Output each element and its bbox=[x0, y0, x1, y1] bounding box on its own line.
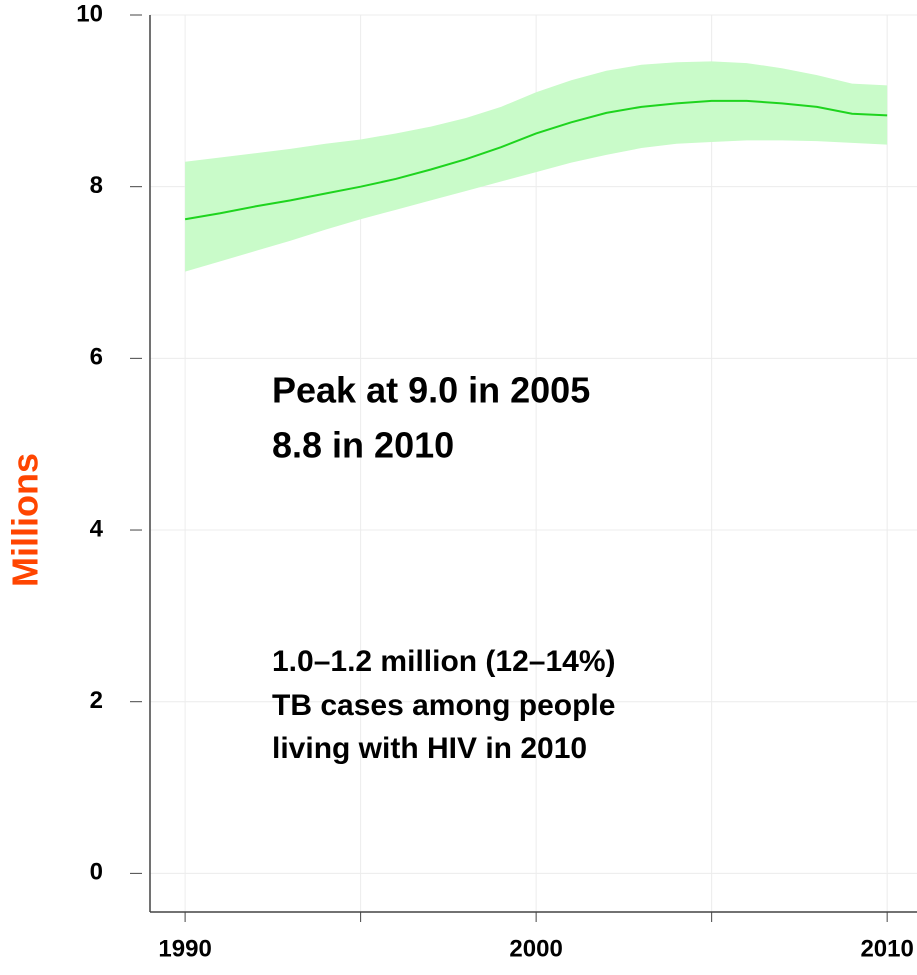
y-tick-label: 10 bbox=[76, 0, 103, 27]
y-tick-label: 6 bbox=[90, 344, 103, 371]
y-tick-label: 0 bbox=[90, 859, 103, 886]
annotation: TB cases among people bbox=[272, 689, 615, 722]
x-tick-label: 2010 bbox=[860, 935, 913, 962]
annotation: living with HIV in 2010 bbox=[272, 732, 587, 765]
annotation: Peak at 9.0 in 2005 bbox=[272, 370, 590, 411]
y-axis-label: Millions bbox=[5, 453, 46, 587]
y-tick-label: 2 bbox=[90, 687, 103, 714]
y-tick-label: 4 bbox=[90, 515, 104, 542]
annotation: 1.0–1.2 million (12–14%) bbox=[272, 645, 616, 678]
x-tick-label: 2000 bbox=[509, 935, 562, 962]
y-tick-label: 8 bbox=[90, 172, 103, 199]
x-tick-label: 1990 bbox=[158, 935, 211, 962]
annotation: 8.8 in 2010 bbox=[272, 425, 454, 466]
line bbox=[184, 99, 888, 221]
confidence-band bbox=[185, 61, 888, 272]
